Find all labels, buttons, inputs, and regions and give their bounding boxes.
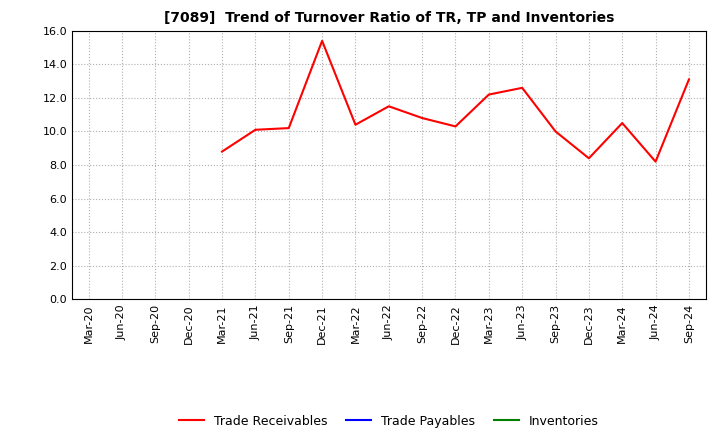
Legend: Trade Receivables, Trade Payables, Inventories: Trade Receivables, Trade Payables, Inven… <box>174 410 604 433</box>
Trade Receivables <box>318 38 326 44</box>
Trade Receivables <box>652 159 660 164</box>
Trade Receivables <box>618 121 626 126</box>
Trade Receivables <box>552 129 560 134</box>
Line: Trade Receivables: Trade Receivables <box>222 41 689 161</box>
Trade Receivables <box>217 149 226 154</box>
Trade Receivables <box>585 156 593 161</box>
Trade Receivables <box>351 122 360 128</box>
Trade Receivables <box>451 124 460 129</box>
Trade Receivables <box>284 125 293 131</box>
Trade Receivables <box>418 115 426 121</box>
Trade Receivables <box>685 77 693 82</box>
Trade Receivables <box>251 127 260 132</box>
Title: [7089]  Trend of Turnover Ratio of TR, TP and Inventories: [7089] Trend of Turnover Ratio of TR, TP… <box>163 11 614 26</box>
Trade Receivables <box>485 92 493 97</box>
Trade Receivables <box>518 85 526 91</box>
Trade Receivables <box>384 104 393 109</box>
